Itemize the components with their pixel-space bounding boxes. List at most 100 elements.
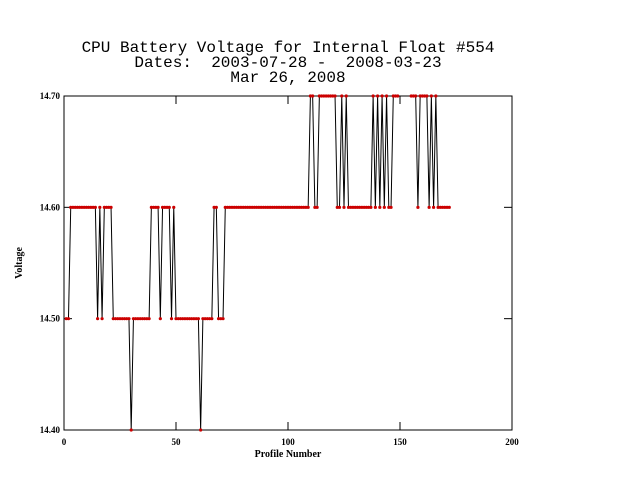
data-point <box>156 205 160 209</box>
data-point <box>311 94 315 98</box>
data-point <box>257 205 261 209</box>
data-point <box>322 94 326 98</box>
data-point <box>214 205 218 209</box>
data-point <box>116 317 120 321</box>
data-point <box>75 205 80 209</box>
data-point <box>315 205 319 209</box>
data-point <box>163 205 167 209</box>
data-point <box>160 205 165 209</box>
data-point <box>230 205 234 209</box>
data-point <box>295 205 299 209</box>
data-point <box>355 205 360 209</box>
data-point <box>396 94 400 98</box>
data-point <box>306 205 310 209</box>
data-point <box>149 205 153 209</box>
data-point <box>445 205 449 209</box>
data-point <box>328 94 333 98</box>
data-point <box>154 205 158 209</box>
data-point <box>342 205 346 209</box>
data-point <box>98 205 102 209</box>
data-point <box>297 205 301 209</box>
data-point <box>369 205 373 209</box>
data-point <box>409 94 413 98</box>
data-point <box>107 205 111 209</box>
data-point <box>335 205 339 209</box>
data-point <box>237 205 241 209</box>
data-point <box>187 317 192 321</box>
x-tick-label: 200 <box>505 437 519 447</box>
chart-annotation: Mar 26, 2008 <box>230 69 345 87</box>
data-point <box>387 205 391 209</box>
data-point <box>337 205 342 209</box>
data-point <box>353 205 357 209</box>
data-point <box>320 94 324 98</box>
y-tick-label: 14.40 <box>40 425 61 435</box>
data-point <box>362 205 366 209</box>
data-point <box>232 205 236 209</box>
x-tick-label: 150 <box>393 437 407 447</box>
data-point <box>228 205 232 209</box>
data-point <box>373 205 377 209</box>
data-point <box>411 94 416 98</box>
data-point <box>358 205 362 209</box>
data-point <box>380 94 384 98</box>
data-point <box>429 94 433 98</box>
data-point <box>138 317 142 321</box>
chart-subtitle: Dates: 2003-07-28 - 2008-03-23 <box>134 54 441 72</box>
data-point <box>158 317 162 321</box>
data-point <box>84 205 88 209</box>
data-point <box>66 317 71 321</box>
x-tick-label: 50 <box>172 437 182 447</box>
data-point <box>131 317 136 321</box>
chart-title: CPU Battery Voltage for Internal Float #… <box>82 39 495 57</box>
data-point <box>225 205 230 209</box>
data-point <box>122 317 127 321</box>
data-point <box>389 205 393 209</box>
data-point <box>111 317 115 321</box>
data-point <box>183 317 187 321</box>
data-point <box>434 94 438 98</box>
data-point <box>331 94 335 98</box>
data-point <box>432 205 436 209</box>
data-point <box>279 205 283 209</box>
data-point <box>243 205 248 209</box>
data-point <box>147 317 151 321</box>
data-point <box>234 205 239 209</box>
data-point <box>427 205 431 209</box>
data-point <box>284 205 288 209</box>
y-tick-label: 14.50 <box>40 314 61 324</box>
data-point <box>259 205 263 209</box>
data-point <box>286 205 290 209</box>
data-point <box>440 205 445 209</box>
data-point <box>264 205 268 209</box>
data-point <box>275 205 279 209</box>
data-point <box>196 317 200 321</box>
data-point <box>219 317 223 321</box>
data-point <box>127 317 131 321</box>
data-point <box>420 94 424 98</box>
data-point <box>333 94 337 98</box>
data-point <box>340 94 344 98</box>
data-point <box>152 205 156 209</box>
data-point <box>190 317 194 321</box>
data-point <box>391 94 395 98</box>
data-point <box>118 317 122 321</box>
data-point <box>246 205 250 209</box>
data-point <box>248 205 252 209</box>
data-point <box>134 317 138 321</box>
data-point <box>169 317 174 321</box>
data-point <box>185 317 189 321</box>
x-axis-label: Profile Number <box>255 449 322 460</box>
data-point <box>73 205 77 209</box>
data-point <box>120 317 124 321</box>
data-point <box>203 317 207 321</box>
data-point <box>436 205 440 209</box>
data-point <box>288 205 292 209</box>
data-point <box>382 205 386 209</box>
data-point <box>199 428 203 432</box>
data-point <box>78 205 82 209</box>
data-point <box>252 205 256 209</box>
data-point <box>313 205 317 209</box>
